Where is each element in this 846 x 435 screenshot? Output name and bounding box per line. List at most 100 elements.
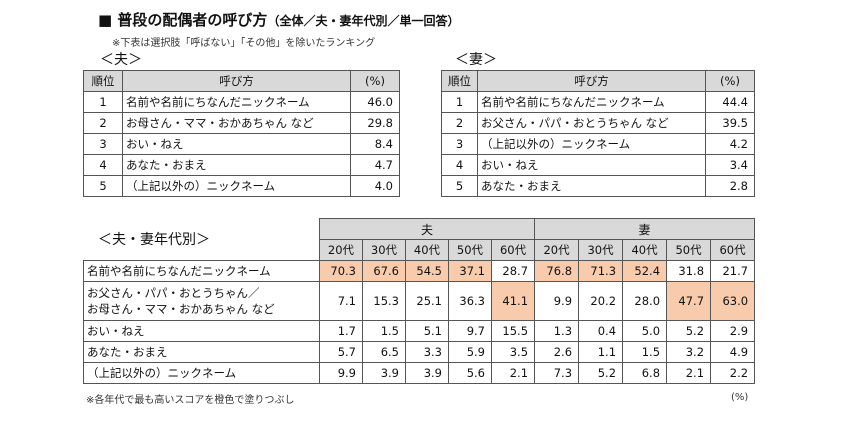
rank-cell: 5	[441, 175, 478, 197]
value-cell: 5.9	[448, 341, 492, 363]
name-cell: 名前や名前にちなんだニックネーム	[122, 91, 351, 113]
pct-cell: 2.8	[705, 175, 755, 197]
value-cell: 9.9	[319, 362, 363, 384]
value-cell: 37.1	[448, 260, 492, 282]
name-cell: お母さん・ママ・おかあちゃん など	[122, 112, 351, 134]
rank-cell: 2	[441, 112, 478, 134]
name-cell: おい・ねえ	[122, 133, 351, 155]
value-cell: 1.1	[578, 341, 624, 363]
age-table-footnote: ※各年代で最も高いスコアを橙色で塗りつぶし	[86, 395, 295, 406]
value-cell: 5.1	[405, 320, 449, 342]
age-header-wife-30s: 30代	[578, 239, 624, 261]
rank-cell: 1	[83, 91, 123, 113]
table-row: 4 あなた・おまえ 4.7	[83, 154, 400, 176]
value-cell: 0.4	[578, 320, 624, 342]
pct-cell: 3.4	[705, 154, 755, 176]
name-cell: お父さん・パパ・おとうちゃん／ お母さん・ママ・おかあちゃん など	[83, 281, 320, 321]
value-cell: 1.7	[319, 320, 363, 342]
title-note: ※下表は選択肢「呼ばない」「その他」を除いたランキング	[112, 38, 376, 49]
name-line-2: お母さん・ママ・おかあちゃん など	[87, 302, 275, 316]
pct-cell: 4.2	[705, 133, 755, 155]
table-row: 名前や名前にちなんだニックネーム 70.3 67.6 54.5 37.1 28.…	[83, 260, 756, 282]
name-cell: （上記以外の）ニックネーム	[477, 133, 706, 155]
table-row: 2 お母さん・ママ・おかあちゃん など 29.8	[83, 112, 400, 134]
value-cell: 1.5	[622, 341, 668, 363]
value-cell: 52.4	[622, 260, 668, 282]
table-row: 3 おい・ねえ 8.4	[83, 133, 400, 155]
age-header-husband-40s: 40代	[405, 239, 449, 261]
name-header: 呼び方	[122, 70, 351, 92]
pct-header: (%)	[350, 70, 400, 92]
rank-cell: 4	[83, 154, 123, 176]
table-row: 1 名前や名前にちなんだニックネーム 46.0	[83, 91, 400, 113]
value-cell: 1.5	[362, 320, 406, 342]
age-breakdown-table: 夫 妻 20代 30代 40代 50代 60代 20代 30代 40代 50代 …	[83, 218, 756, 384]
unit-label: (%)	[731, 392, 749, 403]
value-cell: 25.1	[405, 281, 449, 321]
title-marker: ■	[98, 11, 113, 29]
value-cell: 54.5	[405, 260, 449, 282]
wife-group-header: 妻	[534, 218, 756, 240]
name-cell: 名前や名前にちなんだニックネーム	[477, 91, 706, 113]
value-cell: 70.3	[319, 260, 363, 282]
pct-cell: 39.5	[705, 112, 755, 134]
page-title: ■ 普段の配偶者の呼び方（全体／夫・妻年代別／単一回答）	[98, 9, 459, 30]
group-header-row: 夫 妻	[84, 218, 756, 240]
value-cell: 5.6	[448, 362, 492, 384]
value-cell: 3.9	[362, 362, 406, 384]
table-row: おい・ねえ 1.7 1.5 5.1 9.7 15.5 1.3 0.4 5.0 5…	[83, 320, 756, 342]
value-cell: 47.7	[666, 281, 712, 321]
table-row: お父さん・パパ・おとうちゃん／ お母さん・ママ・おかあちゃん など 7.1 15…	[83, 281, 756, 321]
value-cell: 2.9	[710, 320, 756, 342]
rank-cell: 1	[441, 91, 478, 113]
rank-cell: 2	[83, 112, 123, 134]
age-header-husband-30s: 30代	[362, 239, 406, 261]
name-header: 呼び方	[477, 70, 706, 92]
table-row: 5 （上記以外の）ニックネーム 4.0	[83, 175, 400, 197]
value-cell: 9.9	[534, 281, 580, 321]
age-header-wife-40s: 40代	[622, 239, 668, 261]
name-cell: あなた・おまえ	[122, 154, 351, 176]
name-cell: （上記以外の）ニックネーム	[83, 362, 320, 384]
pct-header: (%)	[705, 70, 755, 92]
value-cell: 67.6	[362, 260, 406, 282]
name-cell: お父さん・パパ・おとうちゃん など	[477, 112, 706, 134]
value-cell: 20.2	[578, 281, 624, 321]
table-row: 4 おい・ねえ 3.4	[441, 154, 755, 176]
name-cell: あなた・おまえ	[83, 341, 320, 363]
value-cell: 7.3	[534, 362, 580, 384]
value-cell: 3.5	[490, 341, 536, 363]
table-row: あなた・おまえ 5.7 6.5 3.3 5.9 3.5 2.6 1.1 1.5 …	[83, 341, 756, 363]
rank-header: 順位	[83, 70, 123, 92]
age-header-wife-20s: 20代	[534, 239, 580, 261]
name-cell: （上記以外の）ニックネーム	[122, 175, 351, 197]
value-cell: 15.5	[490, 320, 536, 342]
value-cell: 36.3	[448, 281, 492, 321]
age-header-husband-50s: 50代	[448, 239, 492, 261]
table-header-row: 順位 呼び方 (%)	[83, 70, 400, 92]
value-cell: 21.7	[710, 260, 756, 282]
value-cell: 71.3	[578, 260, 624, 282]
wife-table-label: ＜妻＞	[455, 52, 497, 68]
rank-cell: 5	[83, 175, 123, 197]
rank-cell: 3	[83, 133, 123, 155]
table-row: 1 名前や名前にちなんだニックネーム 44.4	[441, 91, 755, 113]
value-cell: 1.3	[534, 320, 580, 342]
value-cell: 6.8	[622, 362, 668, 384]
value-cell: 5.2	[578, 362, 624, 384]
name-line-1: お父さん・パパ・おとうちゃん／	[87, 286, 260, 300]
table-row: 3 （上記以外の）ニックネーム 4.2	[441, 133, 755, 155]
value-cell: 2.1	[666, 362, 712, 384]
pct-cell: 44.4	[705, 91, 755, 113]
value-cell: 2.2	[710, 362, 756, 384]
title-sub: （全体／夫・妻年代別／単一回答）	[267, 14, 460, 28]
husband-table-label: ＜夫＞	[100, 52, 142, 68]
pct-cell: 4.7	[350, 154, 400, 176]
value-cell: 4.9	[710, 341, 756, 363]
age-header-row: 20代 30代 40代 50代 60代 20代 30代 40代 50代 60代	[83, 239, 756, 261]
pct-cell: 8.4	[350, 133, 400, 155]
age-header-husband-60s: 60代	[490, 239, 536, 261]
pct-cell: 46.0	[350, 91, 400, 113]
husband-group-header: 夫	[318, 218, 536, 240]
value-cell: 28.7	[490, 260, 536, 282]
